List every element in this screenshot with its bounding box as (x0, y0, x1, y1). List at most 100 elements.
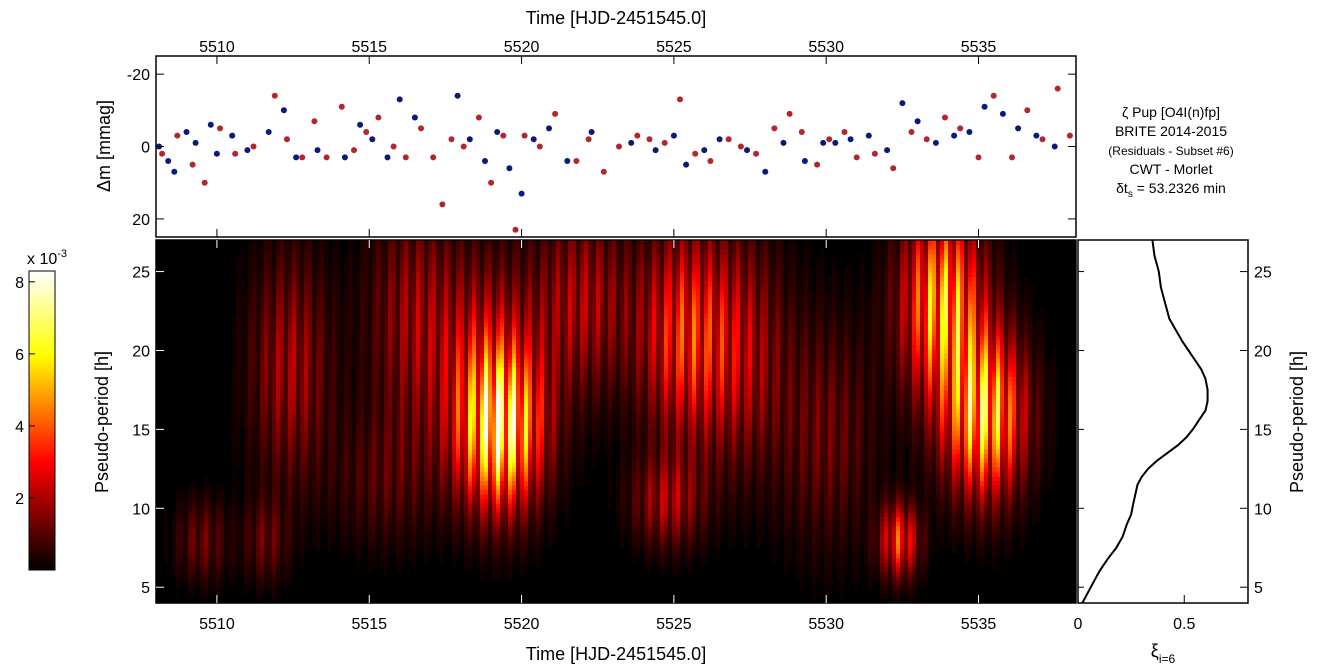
wavelet-cell (444, 480, 449, 486)
wavelet-cell (432, 498, 437, 504)
wavelet-cell (344, 430, 349, 436)
wavelet-cell (312, 344, 317, 350)
wavelet-cell (468, 362, 473, 368)
wavelet-cell (424, 462, 429, 468)
wavelet-cell (316, 280, 321, 286)
wavelet-cell (248, 398, 253, 404)
wavelet-cell (488, 444, 493, 450)
wavelet-cell (368, 507, 373, 513)
wavelet-cell (252, 398, 257, 404)
wavelet-cell (260, 376, 265, 382)
wavelet-cell (396, 421, 401, 427)
wavelet-cell (340, 344, 345, 350)
wavelet-cell (284, 571, 289, 577)
wavelet-cell (356, 475, 361, 482)
wavelet-cell (280, 412, 285, 418)
wavelet-cell (396, 294, 401, 300)
wavelet-cell (288, 367, 293, 373)
wavelet-cell (308, 398, 313, 404)
wavelet-cell (464, 294, 469, 300)
wavelet-cell (420, 421, 425, 427)
wavelet-cell (368, 376, 373, 382)
wavelet-cell (320, 475, 325, 482)
wavelet-cell (244, 516, 249, 522)
wavelet-cell (324, 516, 329, 522)
wavelet-cell (268, 371, 273, 377)
wavelet-cell (316, 521, 321, 527)
wavelet-cell (296, 398, 301, 404)
wavelet-cell (256, 317, 261, 323)
wavelet-cell (332, 317, 337, 323)
wavelet-cell (240, 507, 245, 513)
wavelet-cell (220, 498, 225, 504)
wavelet-cell (280, 258, 285, 264)
wavelet-cell (288, 312, 293, 318)
wavelet-cell (364, 421, 369, 427)
wavelet-cell (416, 348, 421, 355)
wavelet-cell (472, 439, 477, 445)
wavelet-cell (312, 503, 317, 509)
wavelet-cell (468, 389, 473, 395)
wavelet-cell (296, 430, 301, 436)
wavelet-cell (380, 357, 385, 364)
wavelet-cell (456, 403, 461, 409)
wavelet-cell (256, 385, 261, 391)
wavelet-cell (332, 439, 337, 445)
wavelet-cell (252, 566, 257, 572)
wavelet-cell (484, 317, 489, 323)
wavelet-cell (332, 240, 337, 246)
wavelet-cell (256, 539, 261, 545)
wavelet-cell (424, 258, 429, 264)
wavelet-cell (392, 475, 397, 482)
wavelet-cell (424, 430, 429, 436)
wavelet-cell (224, 530, 229, 536)
wavelet-cell (324, 376, 329, 382)
wavelet-cell (292, 507, 297, 513)
wavelet-cell (348, 403, 353, 409)
wavelet-cell (488, 507, 493, 513)
wavelet-cell (472, 534, 477, 541)
wavelet-cell (472, 416, 477, 423)
wavelet-cell (252, 412, 257, 418)
wavelet-cell (292, 494, 297, 500)
wavelet-cell (356, 271, 361, 277)
wavelet-cell (284, 439, 289, 445)
wavelet-cell (464, 475, 469, 482)
wavelet-cell (272, 262, 277, 268)
wavelet-cell (304, 394, 309, 400)
wavelet-cell (328, 507, 333, 513)
wavelet-cell (456, 353, 461, 359)
wavelet-cell (288, 580, 293, 586)
wavelet-cell (288, 507, 293, 513)
wavelet-cell (440, 262, 445, 268)
wavelet-cell (360, 380, 365, 386)
wavelet-cell (460, 240, 465, 246)
wavelet-cell (380, 267, 385, 273)
wavelet-cell (260, 512, 265, 518)
wavelet-cell (300, 453, 305, 459)
wavelet-cell (452, 389, 457, 395)
wavelet-cell (436, 512, 441, 518)
wavelet-cell (440, 485, 445, 491)
wavelet-cell (272, 380, 277, 386)
wavelet-cell (452, 344, 457, 350)
wavelet-cell (312, 339, 317, 345)
wavelet-cell (240, 416, 245, 423)
wavelet-cell (432, 294, 437, 300)
wavelet-cell (292, 294, 297, 300)
wavelet-cell (456, 389, 461, 395)
wavelet-cell (292, 308, 297, 314)
wavelet-cell (264, 521, 269, 527)
wavelet-cell (464, 317, 469, 323)
wavelet-cell (268, 539, 273, 545)
wavelet-cell (260, 403, 265, 409)
wavelet-cell (484, 512, 489, 518)
wavelet-cell (296, 534, 301, 541)
wavelet-cell (396, 312, 401, 318)
wavelet-cell (360, 244, 365, 250)
wavelet-cell (452, 426, 457, 432)
wavelet-cell (464, 321, 469, 327)
wavelet-cell (304, 498, 309, 504)
wavelet-cell (392, 516, 397, 522)
wavelet-cell (408, 280, 413, 286)
